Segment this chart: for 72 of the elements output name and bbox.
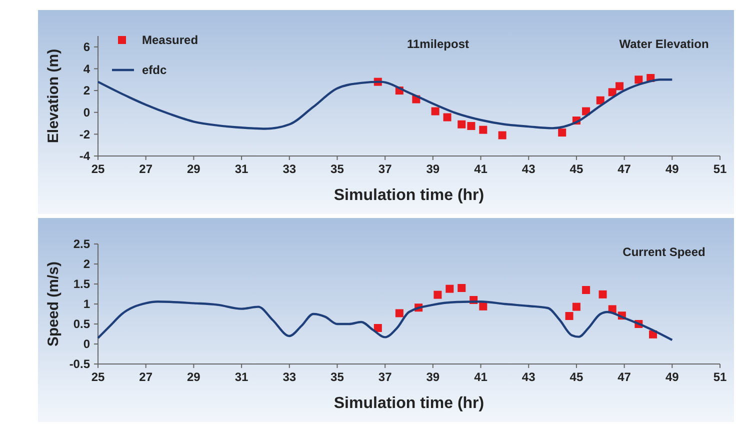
x-tick-label: 35 — [330, 162, 344, 176]
y-tick-label: -0.5 — [69, 357, 90, 372]
x-tick-label: 47 — [618, 162, 632, 176]
y-tick-label: 6 — [83, 40, 90, 54]
x-axis-title: Simulation time (hr) — [334, 187, 484, 204]
y-tick-label: -2 — [79, 127, 90, 142]
y-tick-label: 1 — [83, 297, 90, 312]
point — [374, 324, 382, 332]
point — [558, 128, 566, 137]
point — [608, 88, 616, 96]
y-tick-label: 2 — [83, 84, 90, 98]
x-tick-label: 47 — [618, 370, 632, 384]
legend-label: Measured — [142, 33, 198, 48]
x-tick-label: 33 — [282, 370, 296, 384]
x-tick-label: 49 — [665, 370, 680, 384]
x-tick-label: 27 — [139, 162, 153, 176]
point — [596, 96, 604, 104]
x-tick-label: 51 — [713, 162, 727, 176]
y-tick-label: 0 — [83, 337, 90, 352]
x-tick-label: 31 — [234, 162, 249, 176]
point — [616, 82, 624, 90]
x-tick-label: 41 — [474, 162, 488, 176]
x-tick-label: 45 — [570, 370, 584, 384]
x-tick-label: 29 — [187, 162, 201, 176]
line-series — [96, 300, 674, 342]
x-tick-label: 35 — [330, 370, 344, 384]
x-axis-title: Simulation time (hr) — [334, 395, 484, 412]
point — [443, 113, 452, 122]
x-tick-label: 29 — [187, 370, 201, 384]
point — [458, 120, 466, 128]
x-tick-label: 31 — [234, 370, 249, 384]
x-tick-label: 25 — [91, 370, 105, 384]
y-axis-title: Elevation (m) — [45, 48, 62, 144]
point — [572, 302, 580, 311]
point — [479, 126, 488, 134]
chart-title: Water Elevation — [619, 37, 709, 51]
point — [582, 286, 590, 294]
point — [565, 312, 574, 320]
x-tick-label: 27 — [139, 370, 153, 384]
x-tick-label: 33 — [282, 162, 296, 176]
y-tick-label: 4 — [83, 62, 90, 76]
x-tick-label: 25 — [91, 162, 105, 176]
y-tick-label: 0.5 — [73, 317, 90, 332]
y-tick-label: 0 — [83, 106, 90, 120]
point — [467, 122, 476, 130]
x-tick-label: 51 — [713, 370, 727, 384]
x-tick-label: 43 — [522, 162, 536, 176]
x-tick-label: 49 — [665, 162, 680, 176]
point — [434, 290, 442, 299]
legend-label: efdc — [142, 63, 167, 78]
annotation: 11milepost — [406, 37, 470, 51]
y-tick-label: 1.5 — [73, 277, 90, 292]
y-tick-label: 2.5 — [73, 237, 90, 252]
point — [458, 284, 466, 292]
x-tick-label: 43 — [522, 370, 536, 384]
y-tick-label: -4 — [79, 149, 90, 164]
chart-title: Current Speed — [622, 245, 706, 259]
point — [479, 302, 488, 310]
point — [395, 309, 404, 318]
x-tick-label: 37 — [378, 162, 392, 176]
x-tick-label: 37 — [378, 370, 392, 384]
x-tick-label: 39 — [426, 370, 440, 384]
x-tick-label: 45 — [570, 162, 584, 176]
y-tick-label: 2 — [83, 257, 90, 272]
point — [446, 284, 454, 293]
y-axis-title: Speed (m/s) — [45, 261, 62, 347]
point — [498, 131, 506, 140]
x-tick-label: 41 — [474, 370, 488, 384]
x-tick-label: 39 — [426, 162, 440, 176]
point — [431, 107, 440, 116]
point — [634, 76, 643, 84]
point — [598, 290, 607, 298]
